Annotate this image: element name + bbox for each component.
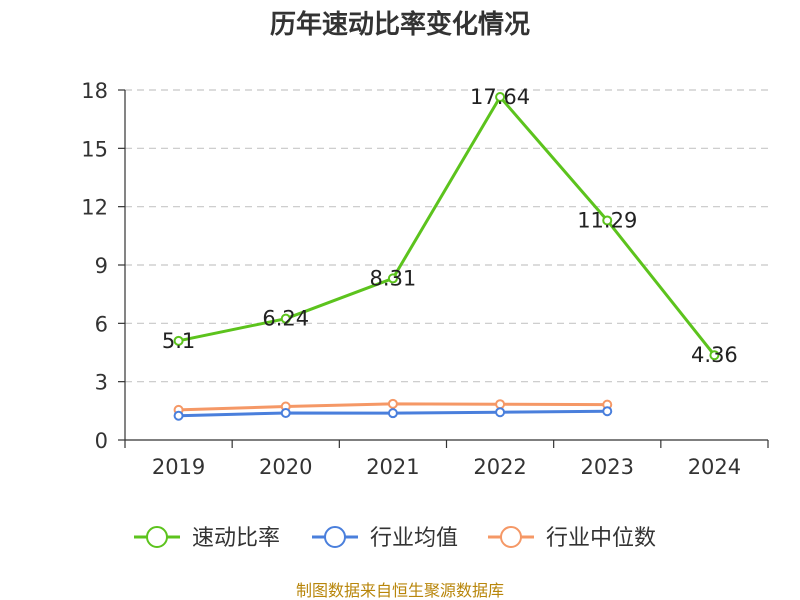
legend-item-2[interactable]: 行业中位数 xyxy=(488,526,656,551)
x-tick-label: 2020 xyxy=(259,455,312,479)
x-tick-label: 2019 xyxy=(152,455,205,479)
y-tick-label: 3 xyxy=(95,371,108,395)
x-tick-label: 2021 xyxy=(366,455,419,479)
source-note: 制图数据来自恒生聚源数据库 xyxy=(296,581,504,600)
data-point[interactable] xyxy=(280,313,291,324)
data-point[interactable] xyxy=(495,92,506,102)
data-point[interactable] xyxy=(387,273,398,284)
data-point[interactable] xyxy=(495,399,506,410)
legend-marker xyxy=(146,526,168,548)
x-tick-label: 2022 xyxy=(473,455,526,479)
legend: 速动比率 行业均值 行业中位数 xyxy=(134,526,656,551)
series-0 xyxy=(173,92,720,361)
data-label: 8.31 xyxy=(370,266,417,290)
legend-marker xyxy=(324,526,346,548)
data-label: 5.1 xyxy=(162,329,195,353)
data-point[interactable] xyxy=(602,406,613,417)
legend-item-0[interactable]: 速动比率 xyxy=(134,526,280,551)
legend-item-1[interactable]: 行业均值 xyxy=(312,526,458,551)
data-label: 6.24 xyxy=(262,307,309,331)
series-group: 5.1 6.24 8.31 17.64 11.29 4.36 xyxy=(162,85,738,421)
data-point[interactable] xyxy=(602,215,613,226)
legend-marker xyxy=(500,526,522,548)
x-tick-label: 2023 xyxy=(581,455,634,479)
series-1 xyxy=(173,406,613,421)
legend-label: 速动比率 xyxy=(192,526,280,551)
series-line xyxy=(178,95,716,357)
data-point[interactable] xyxy=(387,398,398,409)
legend-label: 行业均值 xyxy=(370,526,458,551)
data-label: 4.36 xyxy=(691,343,738,367)
y-tick-label: 0 xyxy=(95,429,108,453)
data-point[interactable] xyxy=(709,350,720,361)
y-tick-label: 15 xyxy=(81,137,108,161)
data-label: 11.29 xyxy=(577,208,637,232)
data-point[interactable] xyxy=(280,407,291,418)
data-label: 17.64 xyxy=(470,85,530,109)
grid-lines xyxy=(125,89,768,383)
chart-title: 历年速动比率变化情况 xyxy=(270,9,530,40)
legend-label: 行业中位数 xyxy=(546,526,656,551)
y-tick-label: 12 xyxy=(81,196,108,220)
data-point[interactable] xyxy=(387,408,398,419)
axes: 0 3 6 9 12 15 18 2019 2020 2021 2022 2023 2024 xyxy=(81,79,769,479)
data-point[interactable] xyxy=(173,335,184,346)
data-point[interactable] xyxy=(173,410,184,421)
y-tick-label: 9 xyxy=(95,254,108,278)
data-point[interactable] xyxy=(495,407,506,418)
x-tick-label: 2024 xyxy=(688,455,741,479)
y-tick-label: 18 xyxy=(81,79,108,103)
y-tick-label: 6 xyxy=(95,312,108,336)
